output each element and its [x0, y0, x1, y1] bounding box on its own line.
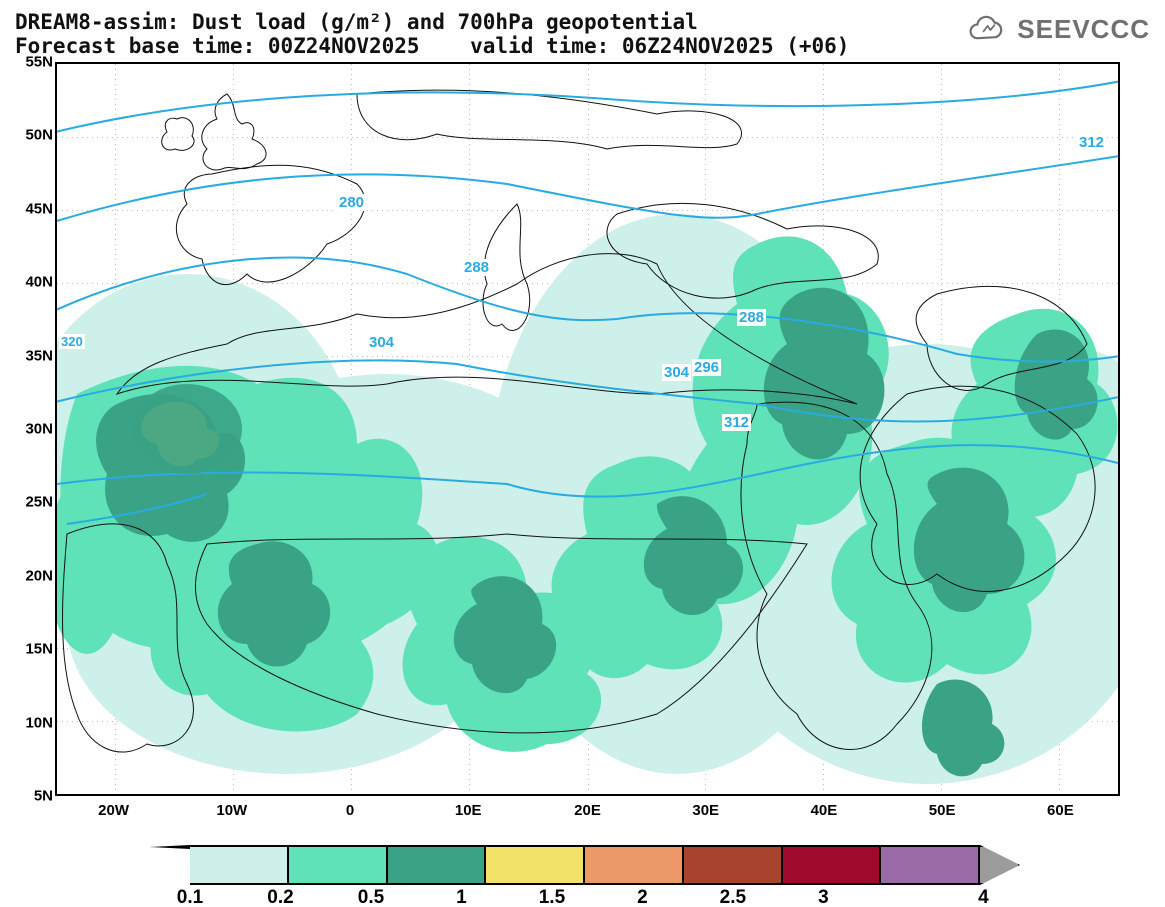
contour-label-304a: 304 [367, 334, 396, 351]
colorbar-segment-1.5-2 [585, 845, 684, 885]
seevccc-logo: SEEVCCC [967, 14, 1150, 45]
colorbar-segment-2-2.5 [684, 845, 783, 885]
logo-text: SEEVCCC [1017, 14, 1150, 45]
dust-load-colorbar[interactable]: 0.1 0.2 0.5 1 1.5 2 2.5 3 4 [150, 845, 1020, 907]
lat-tick-25N: 25N [25, 494, 53, 511]
map-canvas[interactable]: 280 288 288 296 304 304 312 312 320 [55, 62, 1120, 796]
contour-label-280: 280 [337, 194, 366, 211]
colorbar-label-2.5: 2.5 [720, 887, 746, 907]
colorbar-labels: 0.1 0.2 0.5 1 1.5 2 2.5 3 4 [150, 885, 1020, 907]
contour-label-288b: 288 [737, 309, 766, 326]
colorbar-segment-3-4 [881, 845, 980, 885]
contour-label-320: 320 [59, 334, 85, 349]
colorbar-arrow-right [980, 845, 1020, 885]
colorbar-segment-0.2-0.5 [289, 845, 388, 885]
contour-label-288a: 288 [462, 259, 491, 276]
lat-tick-35N: 35N [25, 347, 53, 364]
colorbar-segment-1-1.5 [486, 845, 585, 885]
lat-tick-45N: 45N [25, 200, 53, 217]
colorbar-label-1: 1 [456, 887, 467, 907]
weather-map-app: DREAM8-assim: Dust load (g/m²) and 700hP… [0, 0, 1165, 907]
colorbar-label-3: 3 [818, 887, 829, 907]
cloud-icon [967, 15, 1011, 45]
contour-label-312a: 312 [722, 414, 751, 431]
lat-tick-30N: 30N [25, 421, 53, 438]
colorbar-label-0.5: 0.5 [358, 887, 384, 907]
colorbar-label-4: 4 [978, 887, 989, 907]
lon-tick-10W: 10W [216, 802, 247, 819]
colorbar-segment-0.5-1 [388, 845, 487, 885]
colorbar-arrow-left [150, 845, 190, 849]
lon-tick-40E: 40E [811, 802, 838, 819]
colorbar-segment-0.1-0.2 [190, 845, 289, 885]
lon-tick-0: 0 [346, 802, 354, 819]
contour-label-304b: 304 [662, 364, 691, 381]
lat-tick-20N: 20N [25, 567, 53, 584]
lat-tick-5N: 5N [34, 788, 53, 805]
colorbar-label-1.5: 1.5 [539, 887, 565, 907]
colorbar-label-2: 2 [637, 887, 648, 907]
latitude-axis: 55N 50N 45N 40N 35N 30N 25N 20N 15N 10N … [0, 62, 55, 796]
colorbar-label-0.1: 0.1 [177, 887, 203, 907]
map-header: DREAM8-assim: Dust load (g/m²) and 700hP… [15, 10, 849, 58]
contour-label-296: 296 [692, 359, 721, 376]
lat-tick-40N: 40N [25, 274, 53, 291]
lon-tick-60E: 60E [1047, 802, 1074, 819]
lon-tick-20E: 20E [574, 802, 601, 819]
colorbar-label-0.2: 0.2 [267, 887, 293, 907]
title-line1: DREAM8-assim: Dust load (g/m²) and 700hP… [15, 10, 849, 34]
longitude-axis: 20W 10W 0 10E 20E 30E 40E 50E 60E [55, 796, 1120, 836]
lon-tick-20W: 20W [98, 802, 129, 819]
lat-tick-10N: 10N [25, 714, 53, 731]
lat-tick-50N: 50N [25, 127, 53, 144]
lon-tick-10E: 10E [455, 802, 482, 819]
lon-tick-30E: 30E [692, 802, 719, 819]
colorbar-segment-2.5-3 [783, 845, 882, 885]
contour-label-312b: 312 [1077, 134, 1106, 151]
colorbar-segments [150, 845, 1020, 885]
title-line2: Forecast base time: 00Z24NOV2025 valid t… [15, 34, 849, 58]
geopotential-contours-layer [57, 64, 1120, 796]
lat-tick-15N: 15N [25, 641, 53, 658]
lon-tick-50E: 50E [929, 802, 956, 819]
